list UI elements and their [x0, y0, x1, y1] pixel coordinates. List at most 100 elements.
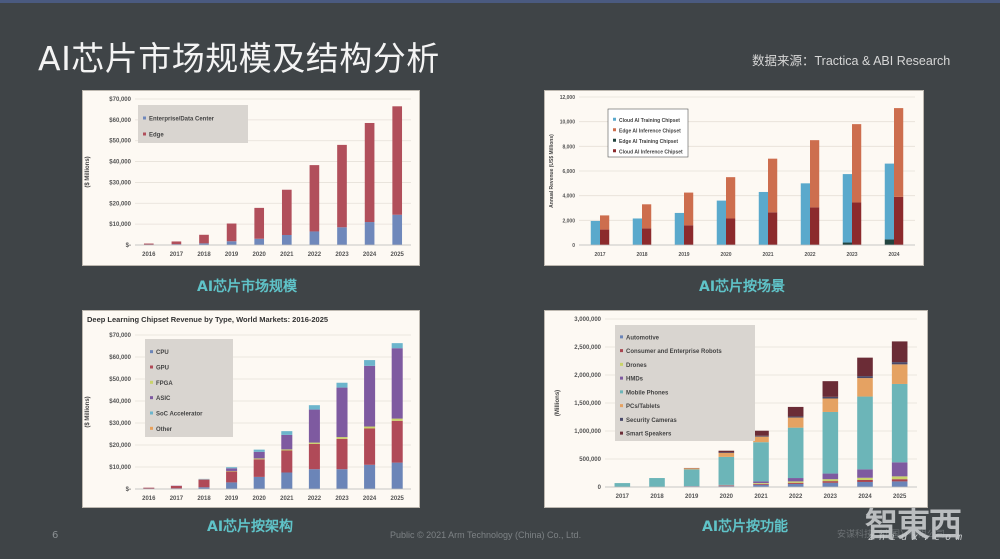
bar-segment	[281, 434, 293, 450]
bar-segment	[683, 469, 700, 487]
y-tick-label: 12,000	[560, 95, 576, 101]
legend-label: Drones	[626, 363, 647, 369]
x-tick-label: 2023	[335, 252, 349, 258]
bar-segment	[716, 200, 726, 245]
bar-segment	[753, 484, 769, 487]
x-tick-label: 2019	[225, 496, 239, 502]
y-tick-label: $10,000	[109, 465, 131, 471]
bar-segment	[822, 479, 839, 482]
bar-segment	[768, 158, 778, 213]
bar-segment	[336, 387, 348, 438]
bar-segment	[718, 456, 735, 485]
bar-segment	[308, 409, 320, 443]
bar-segment	[309, 165, 320, 232]
x-tick-label: 2018	[636, 252, 647, 258]
caption-by-architecture: AI芯片按架构	[207, 519, 294, 535]
x-tick-label: 2016	[142, 496, 156, 502]
y-tick-label: $50,000	[109, 377, 131, 383]
y-tick-label: 2,500,000	[574, 345, 601, 351]
bar-segment	[884, 239, 894, 245]
bar-segment	[800, 183, 810, 245]
bar-segment	[842, 242, 852, 245]
bar-segment	[891, 481, 908, 487]
legend-label: Cloud AI Training Chipset	[619, 118, 680, 124]
y-tick-label: $20,000	[109, 443, 131, 449]
y-tick-label: $-	[126, 487, 131, 493]
legend-swatch	[620, 349, 623, 353]
x-tick-label: 2021	[280, 252, 294, 258]
legend-label: Smart Speakers	[626, 432, 672, 438]
y-tick-label: $50,000	[109, 139, 131, 145]
x-tick-label: 2018	[197, 252, 211, 258]
bar-segment	[253, 458, 265, 460]
x-tick-label: 2017	[170, 496, 184, 502]
bar-segment	[787, 406, 804, 417]
bar-segment	[758, 191, 768, 245]
bar-segment	[857, 481, 873, 487]
legend	[615, 325, 755, 441]
y-tick-label: 10,000	[560, 120, 576, 126]
x-tick-label: 2024	[363, 252, 377, 258]
legend-swatch	[620, 417, 623, 421]
bar-segment	[852, 202, 862, 245]
bar-segment	[787, 427, 804, 479]
legend-label: Cloud AI Inference Chipset	[619, 149, 683, 155]
bar-segment	[199, 234, 209, 244]
x-tick-label: 2020	[720, 252, 731, 258]
bar-segment	[683, 468, 700, 470]
y-tick-label: 0	[598, 485, 602, 491]
x-tick-label: 2017	[594, 252, 605, 258]
bar-segment	[336, 382, 348, 388]
bar-segment	[281, 450, 293, 473]
legend-label: Edge AI Inference Chipset	[619, 128, 681, 134]
bar-segment	[308, 405, 320, 410]
y-tick-label: 8,000	[562, 144, 575, 150]
legend-label: Mobile Phones	[626, 390, 669, 396]
bar-segment	[253, 451, 265, 459]
legend-swatch	[613, 138, 616, 142]
bar-segment	[171, 241, 182, 245]
legend-label: GPU	[156, 366, 169, 372]
bar-segment	[810, 140, 820, 208]
bar-segment	[198, 487, 210, 489]
x-tick-label: 2021	[762, 252, 773, 258]
bar-segment	[308, 442, 320, 444]
x-tick-label: 2019	[685, 494, 699, 500]
bar-segment	[753, 430, 769, 436]
watermark-url: zhidx.com	[868, 532, 968, 543]
bar-segment	[822, 481, 839, 483]
x-tick-label: 2024	[888, 252, 899, 258]
chart-by-architecture: Deep Learning Chipset Revenue by Type, W…	[82, 310, 420, 508]
x-tick-label: 2020	[720, 494, 734, 500]
bar-segment	[891, 364, 908, 384]
legend	[145, 339, 233, 437]
bar-segment	[170, 485, 182, 489]
bar-segment	[822, 398, 839, 412]
bar-segment	[852, 124, 862, 203]
bar-segment	[309, 231, 320, 245]
y-axis-label: ($ Millions)	[85, 396, 91, 427]
y-tick-label: $40,000	[109, 399, 131, 405]
bar-segment	[590, 220, 600, 245]
top-accent-bar	[0, 0, 1000, 3]
bar-segment	[768, 212, 778, 245]
y-tick-label: 0	[572, 243, 575, 249]
bar-segment	[226, 471, 238, 483]
bar-segment	[857, 477, 873, 480]
bar-segment	[199, 243, 209, 245]
caption-by-scenario: AI芯片按场景	[699, 279, 786, 295]
x-tick-label: 2018	[650, 494, 664, 500]
bar-segment	[226, 467, 238, 469]
bar-segment	[198, 479, 210, 488]
legend-swatch	[143, 116, 146, 120]
legend-label: FPGA	[156, 381, 173, 387]
bar-segment	[364, 464, 376, 489]
x-tick-label: 2025	[391, 252, 405, 258]
bar-segment	[336, 437, 348, 439]
bar-segment	[822, 396, 839, 399]
y-tick-label: $60,000	[109, 355, 131, 361]
legend-swatch	[613, 117, 616, 121]
bar-segment	[857, 480, 873, 482]
bar-segment	[726, 218, 736, 245]
bar-segment	[391, 420, 403, 463]
